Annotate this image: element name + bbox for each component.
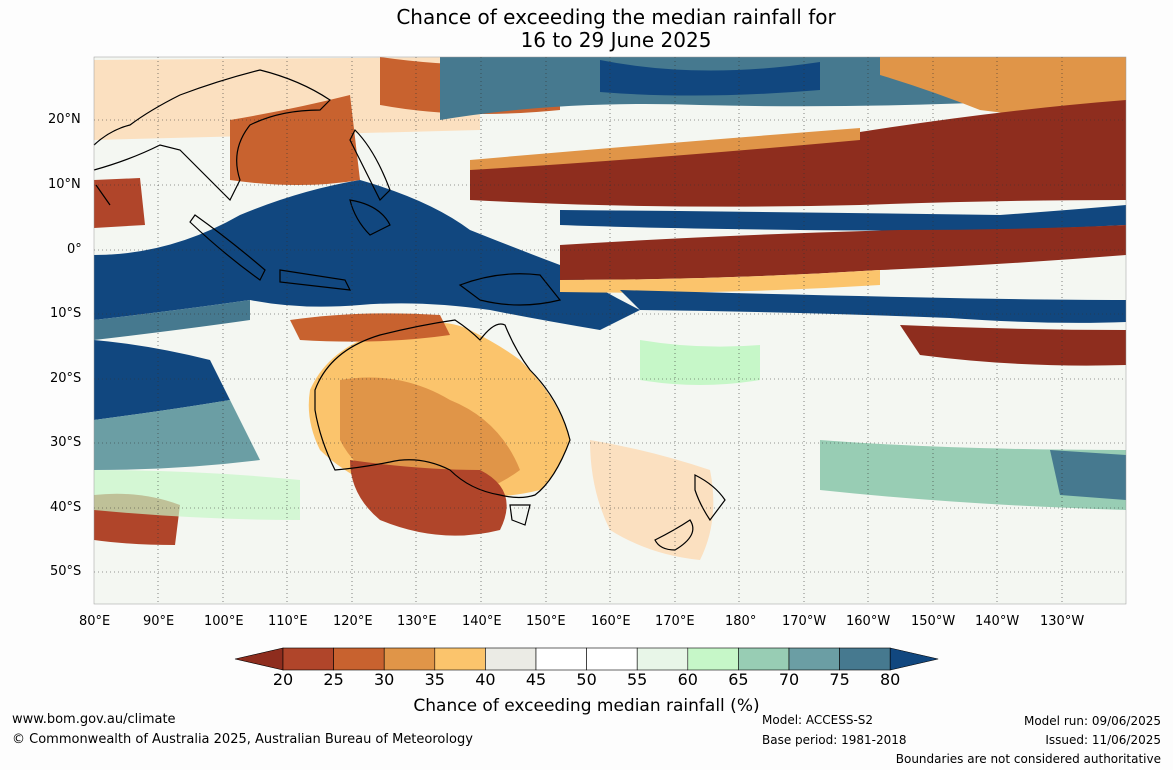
lat-label: 10°N [48,177,81,192]
lat-label: 30°S [50,435,82,450]
rainfall-map [93,56,1127,605]
colorbar-segment [535,647,587,671]
graticule [94,57,1126,604]
lon-label: 110°E [268,614,308,629]
lat-label: 50°S [50,564,82,579]
lat-label: 0° [67,242,82,257]
colorbar-segment [839,647,891,671]
colorbar-tick-label: 30 [374,670,395,689]
colorbar-tick-label: 80 [880,670,901,689]
lon-label: 170°E [655,614,695,629]
lon-label: 160°W [846,614,891,629]
colorbar-tick-label: 25 [323,670,344,689]
lon-label: 80°E [79,614,111,629]
colorbar-tick-label: 70 [778,670,800,689]
colorbar-tick-label: 35 [424,670,445,689]
copyright-text: © Commonwealth of Australia 2025, Austra… [12,732,473,747]
map-title-line2: 16 to 29 June 2025 [520,28,712,52]
colorbar-tick-label: 60 [677,670,698,689]
colorbar-tick-label: 40 [475,670,496,689]
lon-label: 90°E [143,614,175,629]
colorbar-segment [485,647,537,671]
model-run-text: Model run: 09/06/2025 [1023,714,1161,728]
colorbar-label: Chance of exceeding median rainfall (%) [413,696,760,716]
map-frame [93,56,1127,605]
lon-label: 150°E [526,614,566,629]
issued-text: Issued: 11/06/2025 [1045,733,1161,747]
lon-label: 180° [725,614,757,629]
website-link[interactable]: www.bom.gov.au/climate [12,712,176,727]
lon-label: 100°E [204,614,244,629]
base-period-text: Base period: 1981-2018 [762,733,907,747]
lon-label: 130°E [397,614,437,629]
colorbar-segment [788,647,840,671]
colorbar-segment [434,647,486,671]
colorbar-segment [636,647,689,671]
colorbar-segment [586,647,638,671]
map-field [94,57,1126,604]
lat-label: 40°S [50,500,82,515]
lon-label: 130°W [1040,614,1085,629]
colorbar-extend-high [889,647,939,671]
lon-label: 120°E [333,614,373,629]
lon-label: 160°E [591,614,631,629]
lat-label: 10°S [50,306,82,321]
colorbar-tick-label: 45 [525,670,547,689]
colorbar-extend-low [234,647,284,671]
colorbar-segment [282,647,334,671]
lon-label: 140°W [975,614,1020,629]
colorbar-tick-label: 55 [627,670,648,689]
colorbar-tick-label: 50 [576,670,597,689]
lon-label: 140°E [462,614,502,629]
boundaries-disclaimer: Boundaries are not considered authoritat… [895,752,1161,766]
colorbar-tick-label: 75 [829,670,850,689]
colorbar-segment [738,647,790,671]
colorbar-tick-label: 65 [728,670,749,689]
coastlines [93,69,726,551]
colorbar [234,647,939,671]
colorbar-tick-label: 20 [272,670,294,689]
colorbar-segment [383,647,436,671]
lat-label: 20°S [50,371,82,386]
lon-label: 170°W [782,614,827,629]
colorbar-segment [687,647,739,671]
lat-label: 20°N [48,112,81,127]
model-text: Model: ACCESS-S2 [762,713,874,727]
map-title-line1: Chance of exceeding the median rainfall … [396,5,836,29]
lon-label: 150°W [911,614,956,629]
colorbar-segment [333,647,385,671]
